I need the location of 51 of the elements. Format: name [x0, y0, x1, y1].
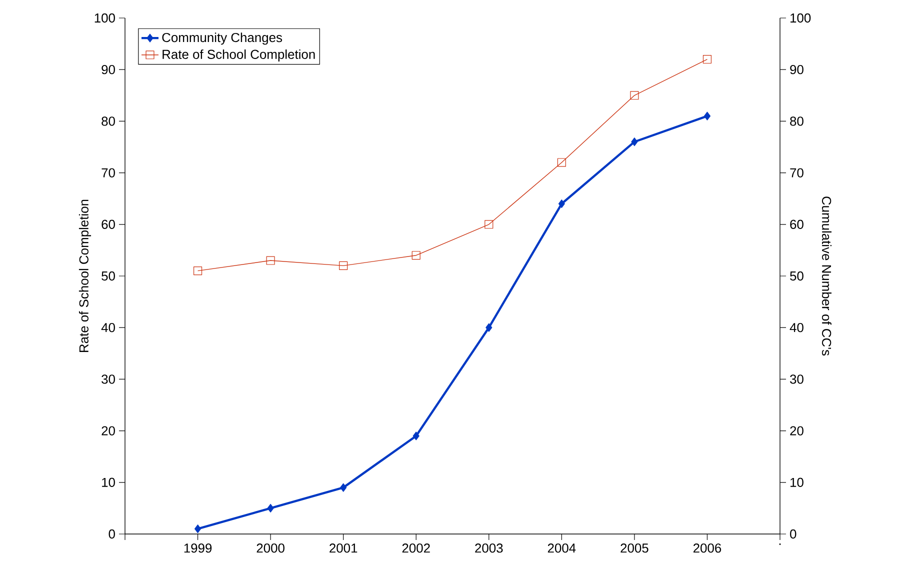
x-tick-label: 2004: [548, 544, 576, 553]
y-tick-label: 10: [102, 478, 115, 487]
y-tick-label: 80: [102, 116, 115, 126]
legend-label: Rate of School Completion: [162, 49, 315, 62]
point: [412, 251, 420, 260]
x-tick-label: 2000: [256, 544, 284, 553]
y-tick-label: 60: [102, 220, 115, 229]
x-tick-label: 2006: [693, 544, 722, 553]
y-tick-label: 30: [102, 374, 115, 384]
y2-tick-label: 40: [790, 323, 804, 332]
point: [412, 432, 420, 440]
y2-tick-label: 80: [790, 116, 804, 126]
y-tick-label: 40: [101, 323, 115, 332]
point: [267, 504, 274, 512]
y2-axis-title: Cumulative Number of CC's: [822, 196, 832, 356]
y-tick-label: 100: [94, 13, 115, 23]
y2-tick-label: 50: [790, 271, 804, 281]
x-tick-label: .: [779, 544, 781, 545]
x-tick-label: 2003: [475, 544, 503, 553]
point: [557, 158, 566, 167]
x-tick-label: 1999: [184, 544, 212, 553]
point: [194, 524, 202, 534]
y2-tick-label: 100: [790, 13, 811, 23]
point: [630, 91, 639, 100]
point: [340, 483, 347, 492]
y-tick-label: 20: [102, 426, 115, 436]
y-tick-label: 0: [108, 529, 115, 539]
point: [193, 266, 202, 276]
y2-tick-label: 20: [790, 426, 804, 436]
point: [339, 261, 348, 270]
y2-tick-label: 10: [790, 478, 804, 487]
x-tick-label: 2001: [330, 544, 358, 553]
y-tick-label: 50: [102, 271, 115, 281]
point: [631, 138, 638, 146]
y2-tick-label: 0: [790, 529, 796, 539]
x-tick-label: 2005: [620, 544, 648, 553]
point: [558, 199, 565, 208]
point: [266, 256, 275, 265]
y2-tick-label: 30: [790, 374, 804, 384]
legend-label: Community Changes: [162, 32, 282, 45]
y-tick-label: 70: [102, 168, 115, 178]
y2-tick-label: 90: [790, 65, 804, 74]
point: [704, 112, 711, 120]
x-tick-label: 2002: [402, 544, 430, 553]
point: [702, 54, 712, 64]
y-tick-label: 90: [102, 65, 115, 74]
point: [486, 323, 492, 332]
y2-tick-label: 60: [790, 220, 804, 229]
y2-tick-label: 70: [790, 168, 804, 178]
point: [484, 220, 494, 229]
y-axis-title: Rate of School Completion: [78, 200, 92, 352]
